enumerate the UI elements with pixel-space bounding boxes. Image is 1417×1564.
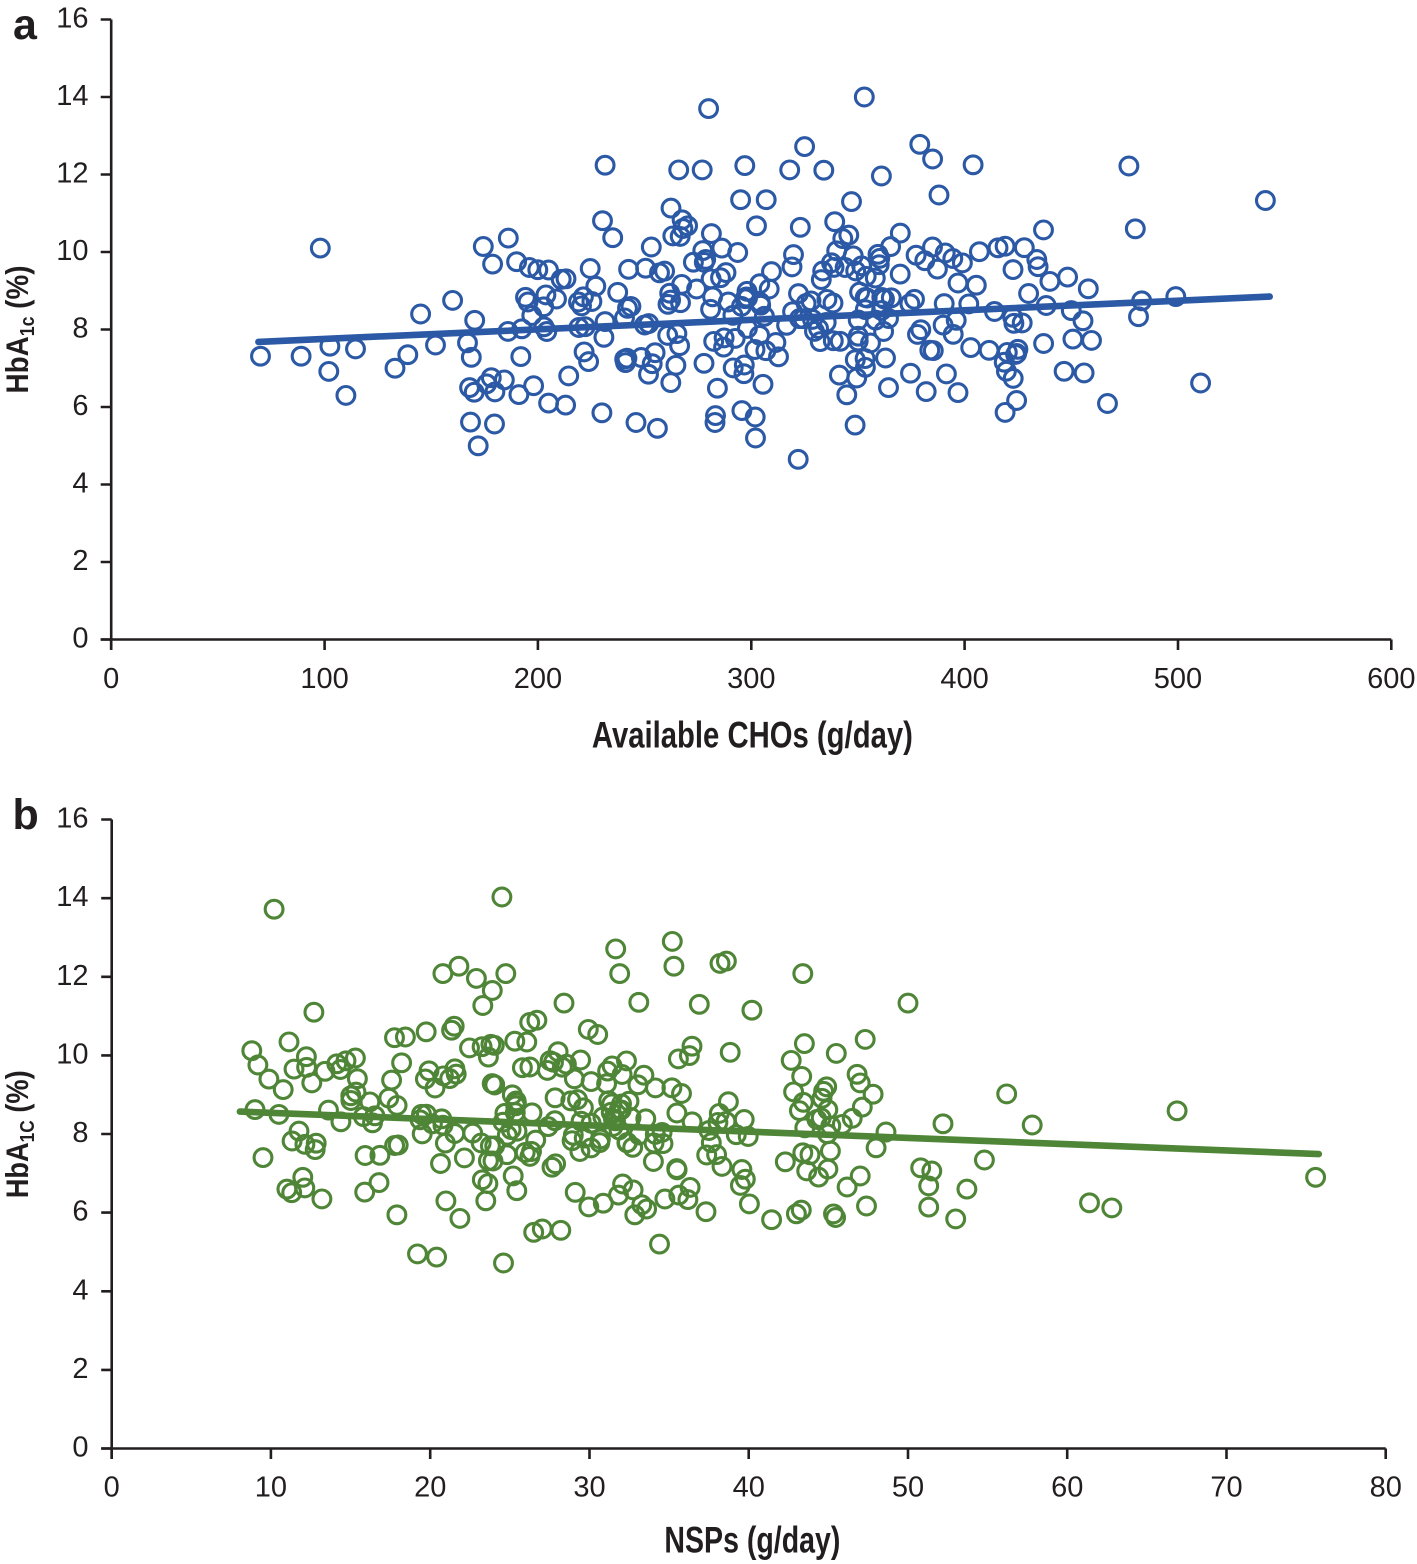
svg-text:30: 30 <box>573 1472 605 1504</box>
svg-text:0: 0 <box>103 663 119 695</box>
svg-text:600: 600 <box>1367 663 1415 695</box>
svg-text:14: 14 <box>56 80 88 112</box>
svg-text:40: 40 <box>733 1472 765 1504</box>
svg-text:16: 16 <box>56 3 88 35</box>
svg-text:8: 8 <box>72 313 88 345</box>
svg-text:10: 10 <box>56 235 88 267</box>
svg-text:b: b <box>13 791 39 839</box>
svg-text:60: 60 <box>1051 1472 1083 1504</box>
svg-text:12: 12 <box>56 960 88 992</box>
svg-text:500: 500 <box>1154 663 1202 695</box>
svg-text:400: 400 <box>940 663 988 695</box>
svg-text:80: 80 <box>1370 1472 1402 1504</box>
svg-text:4: 4 <box>72 468 88 500</box>
svg-text:50: 50 <box>892 1472 924 1504</box>
svg-text:4: 4 <box>72 1274 88 1306</box>
svg-text:0: 0 <box>104 1472 120 1504</box>
svg-text:16: 16 <box>56 803 88 835</box>
svg-text:300: 300 <box>727 663 775 695</box>
svg-text:14: 14 <box>56 881 88 913</box>
svg-text:10: 10 <box>255 1472 287 1504</box>
svg-text:100: 100 <box>300 663 348 695</box>
svg-text:6: 6 <box>72 390 88 422</box>
svg-text:a: a <box>13 1 38 49</box>
svg-text:NSPs (g/day): NSPs (g/day) <box>664 1519 840 1560</box>
svg-text:70: 70 <box>1210 1472 1242 1504</box>
svg-text:10: 10 <box>56 1038 88 1070</box>
svg-text:2: 2 <box>72 545 88 577</box>
svg-text:Available CHOs (g/day): Available CHOs (g/day) <box>592 714 913 755</box>
svg-text:0: 0 <box>72 1432 88 1464</box>
svg-text:20: 20 <box>414 1472 446 1504</box>
svg-text:12: 12 <box>56 158 88 190</box>
svg-text:200: 200 <box>514 663 562 695</box>
svg-text:2: 2 <box>72 1353 88 1385</box>
svg-text:8: 8 <box>72 1117 88 1149</box>
svg-text:0: 0 <box>72 623 88 655</box>
svg-text:6: 6 <box>72 1196 88 1228</box>
